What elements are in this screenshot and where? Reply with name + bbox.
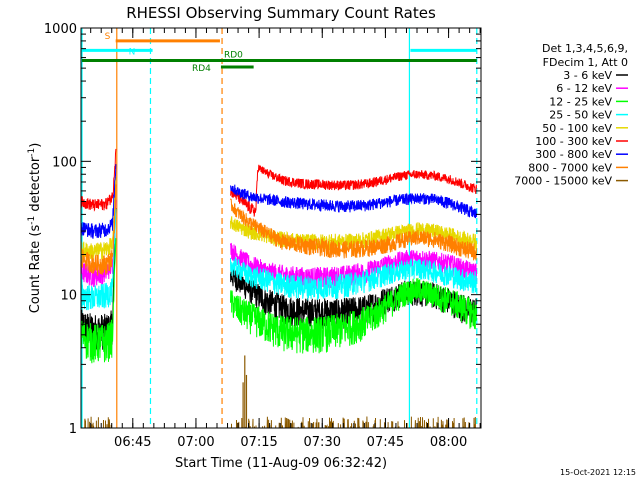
chart-title: RHESSI Observing Summary Count Rates <box>126 4 436 22</box>
series-segment-post <box>230 242 477 290</box>
legend-entry-label: 100 - 300 keV <box>535 135 612 148</box>
flag-label: RD0 <box>224 51 243 61</box>
series-segment-pre <box>81 164 117 239</box>
series-line <box>81 148 477 217</box>
y-tick-label: 100 <box>52 155 77 170</box>
legend-entry-label: 6 - 12 keV <box>556 82 612 95</box>
series-segment-post <box>230 184 477 219</box>
series-segment-post <box>230 164 477 217</box>
series-line <box>81 184 477 277</box>
y-tick-label: 10 <box>60 289 77 304</box>
x-tick-label: 08:00 <box>430 435 467 450</box>
x-axis-label: Start Time (11-Aug-09 06:32:42) <box>175 456 387 471</box>
flag-label: N <box>129 47 136 57</box>
series-segment-pre <box>81 209 117 311</box>
legend-entry-label: 3 - 6 keV <box>563 69 612 82</box>
legend-header: Det 1,3,4,5,6,9, <box>542 42 628 55</box>
x-tick-label: 07:15 <box>240 435 277 450</box>
series-segment-post <box>230 278 477 354</box>
series-segment-pre <box>81 184 117 277</box>
plot-frame <box>80 27 482 429</box>
legend-header: FDecim 1, Att 0 <box>543 56 628 69</box>
series-segment-post <box>230 198 477 261</box>
y-axis: 1 10 100 1000 <box>44 22 481 437</box>
render-timestamp: 15-Oct-2021 12:15 <box>560 468 636 477</box>
legend-entry-label: 7000 - 15000 keV <box>514 175 612 188</box>
y-axis-label: Count Rate (s-1 detector-1) <box>27 143 43 314</box>
x-tick-label: 07:45 <box>367 435 404 450</box>
legend-entry-label: 800 - 7000 keV <box>528 161 612 174</box>
series-line <box>81 164 477 239</box>
legend-entry-label: 300 - 800 keV <box>535 148 612 161</box>
series-segment-pre <box>81 148 117 212</box>
data-series <box>81 148 477 428</box>
x-axis: 06:45 07:00 07:15 07:30 07:45 08:00 <box>90 28 481 450</box>
legend-entry-label: 25 - 50 keV <box>549 109 612 122</box>
series-line <box>81 209 477 311</box>
state-flags: S N RD0 RD4 <box>82 32 477 74</box>
x-tick-label: 07:00 <box>177 435 214 450</box>
legend-entry-label: 12 - 25 keV <box>549 95 612 108</box>
series-segment-post <box>230 257 477 301</box>
legend: Det 1,3,4,5,6,9,FDecim 1, Att 03 - 6 keV… <box>514 42 628 188</box>
series-line <box>81 238 477 364</box>
x-tick-label: 07:30 <box>304 435 341 450</box>
series-segment-pre <box>81 176 117 261</box>
x-tick-label: 06:45 <box>114 435 151 450</box>
series-segment-pre <box>81 238 117 364</box>
y-tick-label: 1 <box>69 422 77 437</box>
y-tick-label: 1000 <box>44 22 77 37</box>
flag-label: RD4 <box>192 64 211 74</box>
legend-entry-label: 50 - 100 keV <box>542 122 612 135</box>
flag-label: S <box>105 32 111 42</box>
